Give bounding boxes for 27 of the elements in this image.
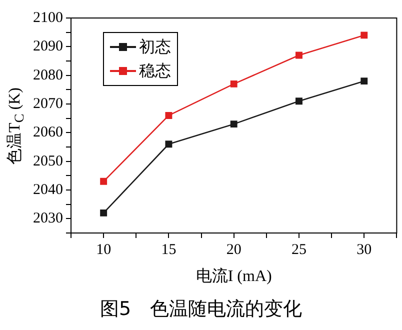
legend-label: 初态 (139, 38, 171, 58)
y-tick-label: 2040 (33, 182, 63, 198)
x-tick-label: 25 (291, 242, 306, 258)
y-tick-label: 2060 (33, 124, 63, 141)
point (165, 112, 172, 119)
y-tick-label: 2050 (33, 153, 63, 170)
point (230, 80, 238, 88)
y-tick-label: 2090 (33, 38, 63, 55)
x-tick-label: 15 (161, 242, 176, 258)
point (296, 52, 302, 59)
x-tick-label: 10 (96, 242, 112, 258)
y-tick-label: 2030 (33, 210, 63, 227)
x-axis-title: 电流I (mA) (196, 266, 272, 287)
caption: 图5 色温随电流的变化 (98, 297, 304, 322)
point (230, 120, 238, 128)
y-tick-label: 2070 (33, 96, 63, 112)
point (165, 140, 172, 148)
point (100, 178, 108, 185)
y-tick-label: 2100 (33, 10, 63, 26)
point (360, 78, 368, 85)
x-tick-label: 20 (226, 242, 242, 258)
legend-label: 稳态 (139, 62, 171, 82)
x-tick-label: 30 (356, 242, 372, 258)
y-tick-label: 2080 (33, 67, 63, 84)
point (296, 98, 302, 105)
point (360, 32, 368, 39)
point (100, 209, 108, 216)
